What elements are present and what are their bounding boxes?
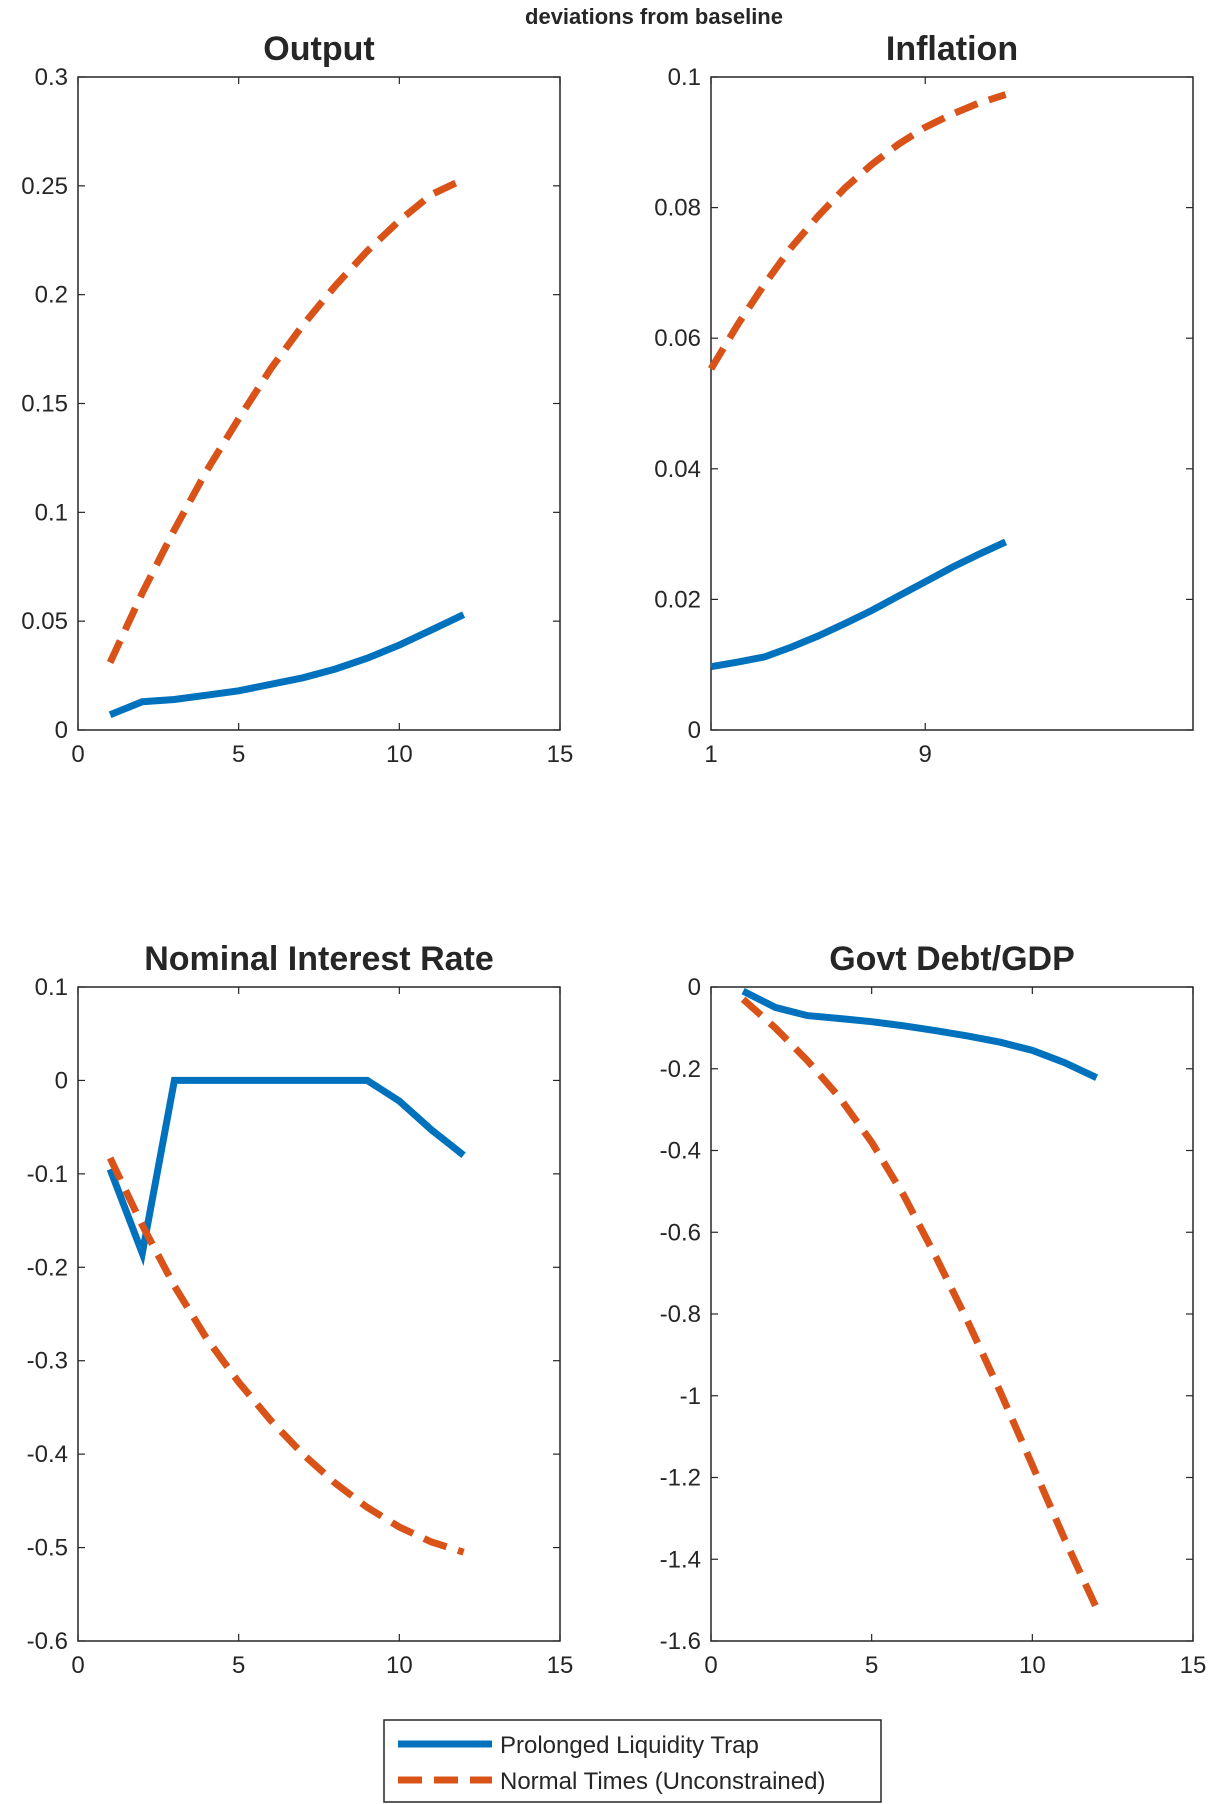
- legend-label-liquidity-trap: Prolonged Liquidity Trap: [500, 1732, 759, 1759]
- y-tick-label: 0: [688, 974, 701, 1001]
- axes-box-inflation: [710, 76, 1194, 731]
- y-tick-label: 0.1: [668, 64, 701, 91]
- panel-govt-debt-gdp: Govt Debt/GDP 0 5 10 15 -1.6 -1.4 -1.2 -1 -0.8 -0.…: [660, 940, 1207, 1679]
- panel-title-nominal-interest-rate: Nominal Interest Rate: [144, 940, 494, 978]
- y-tick-label: 0.1: [35, 974, 68, 1001]
- y-tick-label: -0.6: [660, 1219, 701, 1246]
- series-line-output-normal-times: [106, 176, 466, 664]
- y-tick-label: -0.4: [27, 1441, 68, 1468]
- y-tick-label: -0.3: [27, 1348, 68, 1375]
- legend-label-normal-times: Normal Times (Unconstrained): [500, 1768, 825, 1795]
- x-tick-label: 1: [704, 741, 717, 768]
- x-tick-label: 15: [547, 1652, 574, 1679]
- series-line-inflation-normal-times: [708, 91, 1007, 371]
- x-tick-label: 15: [1180, 1652, 1207, 1679]
- y-tick-label: -1.2: [660, 1465, 701, 1492]
- y-tick-label: 0.1: [35, 499, 68, 526]
- y-tick-label: -0.6: [27, 1628, 68, 1655]
- panel-nominal-interest-rate: Nominal Interest Rate 0 5 10 15 -0.6 -0.5 -0.4 -…: [27, 940, 574, 1679]
- y-tick-label: -0.1: [27, 1161, 68, 1188]
- x-tick-label: 15: [547, 741, 574, 768]
- y-tick-label: -0.8: [660, 1301, 701, 1328]
- y-tick-label: -0.5: [27, 1535, 68, 1562]
- y-tick-label: -1.6: [660, 1628, 701, 1655]
- series-line-govt-debt-gdp-liquidity-trap: [741, 987, 1099, 1081]
- axes-box-output: [77, 76, 561, 731]
- series-line-nominal-interest-rate-liquidity-trap: [106, 1076, 466, 1267]
- y-tick-label: 0: [55, 1067, 68, 1094]
- axes-box-govt-debt-gdp: [710, 986, 1194, 1642]
- x-tick-label: 0: [71, 741, 84, 768]
- y-tick-label: 0: [688, 717, 701, 744]
- x-tick-label: 0: [704, 1652, 717, 1679]
- y-tick-label: 0.15: [21, 391, 68, 418]
- x-tick-label: 5: [865, 1652, 878, 1679]
- panel-output: Output 0 5 10 15 0 0.05 0.1 0.15 0.2 0.25 0.3: [21, 30, 573, 768]
- y-tick-label: 0.3: [35, 64, 68, 91]
- y-tick-label: -0.2: [660, 1056, 701, 1083]
- panel-title-inflation: Inflation: [886, 30, 1018, 68]
- y-tick-label: 0.02: [654, 586, 701, 613]
- x-tick-label: 0: [71, 1652, 84, 1679]
- y-tick-label: 0: [55, 717, 68, 744]
- x-tick-label: 10: [386, 1652, 413, 1679]
- y-tick-label: 0.06: [654, 325, 701, 352]
- series-line-inflation-liquidity-trap: [710, 538, 1008, 671]
- panel-title-govt-debt-gdp: Govt Debt/GDP: [829, 940, 1075, 978]
- x-tick-label: 5: [232, 1652, 245, 1679]
- x-tick-label: 10: [1019, 1652, 1046, 1679]
- x-tick-label: 5: [232, 741, 245, 768]
- panel-title-output: Output: [263, 30, 374, 68]
- legend-box: [383, 1719, 882, 1803]
- y-tick-label: -1: [680, 1383, 701, 1410]
- y-tick-label: -0.4: [660, 1138, 701, 1165]
- y-tick-label: -1.4: [660, 1546, 701, 1573]
- series-line-govt-debt-gdp-normal-times: [740, 996, 1100, 1610]
- series-line-nominal-interest-rate-normal-times: [106, 1156, 465, 1556]
- panel-inflation: Inflation 1 9 0 0.02 0.04 0.06 0.08 0.1: [654, 30, 1194, 768]
- series-line-output-liquidity-trap: [108, 611, 466, 719]
- y-tick-label: 0.08: [654, 195, 701, 222]
- y-tick-label: 0.04: [654, 456, 701, 483]
- y-tick-label: 0.25: [21, 173, 68, 200]
- figure-suptitle: deviations from baseline: [525, 4, 783, 29]
- x-tick-label: 10: [386, 741, 413, 768]
- legend: Prolonged Liquidity Trap Normal Times (U…: [383, 1719, 882, 1803]
- y-tick-label: -0.2: [27, 1254, 68, 1281]
- axes-box-nominal-interest-rate: [77, 986, 561, 1642]
- x-tick-label: 9: [919, 741, 932, 768]
- y-tick-label: 0.2: [35, 282, 68, 309]
- y-tick-label: 0.05: [21, 608, 68, 635]
